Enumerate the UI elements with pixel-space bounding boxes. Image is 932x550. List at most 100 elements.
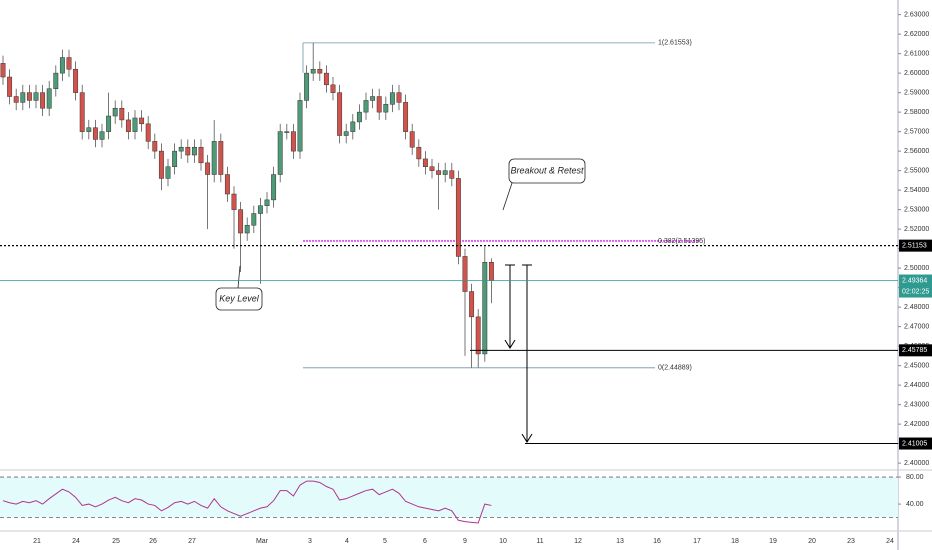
x-tick-label: 23 [847, 538, 855, 545]
x-tick-label: 20 [808, 538, 816, 545]
y-tick-label: 2.58000 [904, 109, 929, 116]
y-tick-label: 2.56000 [904, 148, 929, 155]
y-tick-label: 2.48000 [904, 304, 929, 311]
candle-body [363, 100, 369, 113]
x-tick-label: 17 [693, 538, 701, 545]
candle-body [218, 141, 224, 175]
fib-label: 0(2.44889) [658, 365, 692, 372]
candle-body [244, 224, 250, 234]
rsi-tick-label: 40.00 [906, 501, 924, 508]
y-tick-label: 2.45000 [904, 362, 929, 369]
candle-body [139, 117, 145, 125]
callout-box [215, 287, 263, 311]
candle-body [271, 174, 277, 201]
y-tick-label: 2.63000 [904, 11, 929, 18]
candle-body [165, 166, 171, 179]
candle-body [33, 92, 39, 101]
target-label-box [899, 344, 932, 357]
candle-body [462, 256, 468, 292]
y-tick-label: 2.52000 [904, 226, 929, 233]
x-tick-label: 24 [886, 538, 894, 545]
candle-body [92, 127, 98, 140]
y-tick-label: 2.62000 [904, 31, 929, 38]
candle-body [132, 117, 138, 132]
candle-body [46, 88, 52, 109]
y-tick-label: 2.44000 [904, 382, 929, 389]
candle-body [469, 291, 475, 318]
candle-body [112, 107, 118, 117]
x-tick-label: 5 [383, 538, 387, 545]
candle-body [66, 57, 72, 70]
y-tick-label: 2.40000 [904, 460, 929, 467]
x-tick-label: 19 [769, 538, 777, 545]
candle-body [284, 131, 290, 133]
y-tick-label: 2.60000 [904, 70, 929, 77]
candle-body [185, 146, 191, 156]
candle-body [277, 131, 283, 175]
main-pane: 1(2.61553) 0.382(2.51395) 0(2.44889) [0, 40, 705, 372]
candle-body [99, 131, 105, 140]
candle-body [310, 68, 316, 74]
candle-body [73, 68, 79, 93]
candle-body [337, 92, 343, 136]
x-tick-label: 25 [112, 538, 120, 545]
x-tick-label: 24 [72, 538, 80, 545]
x-tick-label: 27 [188, 538, 196, 545]
candle-body [482, 262, 488, 355]
candle-body [152, 141, 158, 152]
candle-body [191, 146, 197, 156]
fib-label: 0.382(2.51395) [658, 238, 705, 245]
y-tick-label: 2.61000 [904, 50, 929, 57]
candle-body [356, 111, 362, 123]
candle-body [330, 84, 336, 93]
candle-body [343, 131, 349, 136]
breakout-callout: Breakout & Retest [502, 158, 586, 211]
candle-body [389, 92, 395, 105]
candle-body [79, 92, 85, 132]
candle-body [488, 262, 494, 281]
x-tick-label: 16 [653, 538, 661, 545]
candle-body [264, 199, 270, 206]
candle-body [475, 316, 481, 355]
x-tick-label: 11 [536, 538, 543, 545]
x-tick-label: 4 [345, 538, 349, 545]
callout-box [508, 158, 586, 184]
callout-text: Breakout & Retest [510, 165, 584, 175]
target-label: 2.41005 [902, 440, 927, 447]
candle-body [429, 166, 435, 171]
candle-body [403, 102, 409, 132]
target-label-box [899, 437, 932, 450]
y-tick-label: 2.55000 [904, 167, 929, 174]
x-tick-label: 18 [731, 538, 739, 545]
candle-body [455, 178, 461, 257]
candle-body [106, 115, 112, 132]
candle-body [178, 146, 184, 152]
candle-body [290, 131, 296, 152]
candle-body [416, 146, 422, 160]
price-label-box [899, 239, 932, 252]
y-tick-label: 2.54000 [904, 187, 929, 194]
y-tick-label: 2.42000 [904, 421, 929, 428]
callout-pointer [237, 265, 241, 289]
candle-body [409, 131, 415, 148]
x-tick-label: 13 [616, 538, 624, 545]
candle-body [370, 96, 376, 101]
candle-body [205, 162, 211, 175]
candle-body [53, 72, 59, 89]
arrow-head [521, 433, 533, 443]
candle-body [172, 150, 178, 167]
y-tick-label: 2.43000 [904, 401, 929, 408]
candle-body [119, 107, 125, 121]
candle-body [86, 127, 92, 132]
candle-body [442, 170, 448, 175]
y-tick-label: 2.53000 [904, 206, 929, 213]
projection-arrows [504, 264, 533, 443]
arrow-head [504, 339, 516, 349]
rsi-tick-label: 80.00 [906, 474, 924, 481]
candle-body [304, 72, 310, 101]
candle-body [257, 205, 263, 214]
x-tick-label: 10 [499, 538, 507, 545]
candle-body [297, 100, 303, 152]
x-tick-label: 26 [149, 538, 157, 545]
rsi-band [0, 477, 898, 518]
